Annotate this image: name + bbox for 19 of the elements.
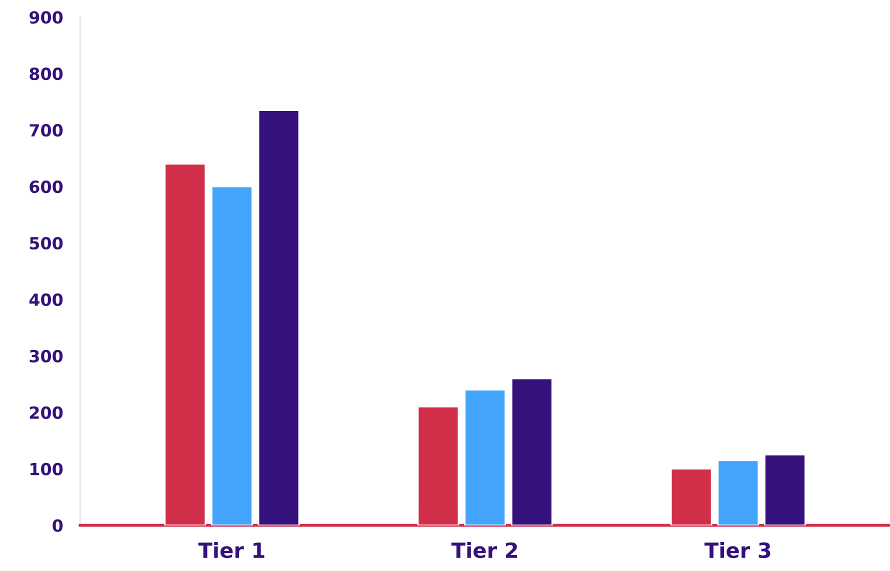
y-tick-label: 700: [30, 124, 63, 137]
y-tick-label: 0: [52, 519, 63, 532]
y-tick-label: 500: [30, 236, 63, 250]
x-tick-label: Tier 2: [451, 542, 517, 558]
bar: [717, 460, 760, 526]
y-tick-label: 600: [30, 180, 63, 194]
x-tick-label: Tier 1: [198, 542, 264, 558]
y-tick-label: 400: [29, 293, 63, 306]
x-tick-label: Tier 3: [704, 542, 770, 558]
y-tick-label: 100: [30, 462, 63, 476]
bar: [258, 110, 300, 526]
y-tick-label: 900: [30, 11, 63, 24]
y-tick-label: 300: [30, 350, 63, 362]
bar: [211, 186, 253, 526]
y-tick-label: 800: [30, 68, 63, 80]
bar: [764, 454, 806, 526]
y-tick-label: 200: [30, 406, 63, 419]
bar: [464, 389, 506, 526]
bar: [510, 378, 553, 526]
